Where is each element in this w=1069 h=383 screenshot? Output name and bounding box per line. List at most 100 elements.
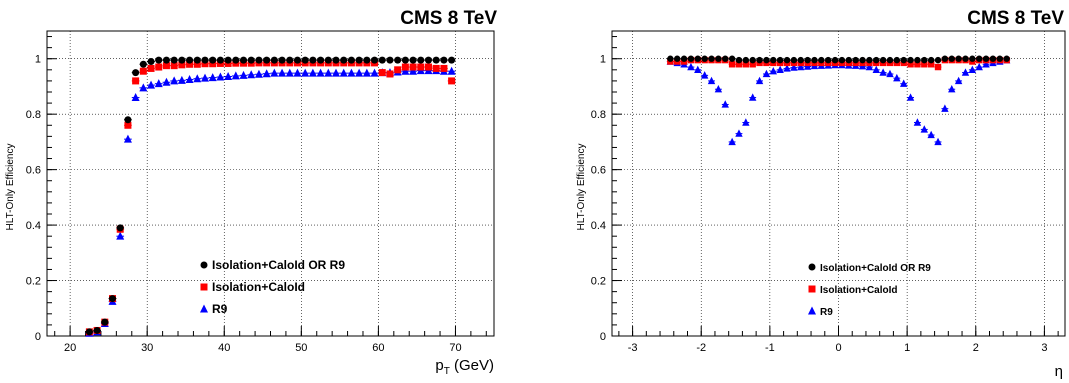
legend-label: Isolation+CaloId OR R9 — [212, 258, 345, 272]
data-point — [440, 56, 448, 64]
data-point — [790, 56, 798, 64]
data-point — [749, 56, 756, 64]
data-point — [968, 65, 977, 74]
data-point — [447, 66, 456, 75]
data-point — [667, 55, 674, 62]
data-point — [124, 116, 132, 124]
data-point — [934, 56, 942, 64]
data-point — [247, 56, 255, 64]
data-point — [424, 63, 432, 71]
data-point — [177, 75, 186, 84]
data-point — [989, 55, 997, 62]
data-point — [224, 71, 233, 80]
legend-marker — [808, 263, 816, 271]
data-point — [955, 55, 962, 62]
data-point — [721, 100, 729, 108]
data-point — [934, 63, 942, 71]
data-point — [982, 55, 990, 62]
x-tick-label: 0 — [835, 342, 841, 354]
data-point — [900, 79, 908, 87]
data-point — [232, 56, 240, 64]
data-point — [424, 56, 432, 64]
data-point — [448, 77, 456, 85]
data-point — [728, 137, 736, 146]
data-point — [927, 56, 935, 64]
data-point — [790, 63, 798, 71]
data-point — [886, 69, 894, 78]
data-point — [224, 56, 232, 64]
data-point — [879, 68, 887, 76]
data-point — [969, 55, 976, 62]
data-point — [185, 75, 194, 84]
legend-label: Isolation+CaloId OR R9 — [820, 263, 931, 274]
data-point — [401, 56, 409, 64]
data-point — [913, 118, 922, 126]
data-point — [170, 62, 178, 70]
x-tick-label: 30 — [141, 342, 153, 354]
data-point — [432, 56, 440, 64]
data-point — [201, 56, 209, 64]
data-point — [948, 85, 956, 93]
cms-header-left: CMS 8 TeV — [400, 8, 497, 29]
data-point — [907, 61, 914, 68]
data-point — [355, 56, 363, 64]
data-point — [797, 62, 805, 71]
data-point — [209, 56, 217, 64]
data-point — [770, 56, 777, 64]
data-point — [432, 64, 440, 72]
axes: 0 0.2 0.4 0.6 0.8 1 20 30 40 50 60 70 — [26, 30, 495, 354]
data-point — [818, 56, 825, 64]
data-point — [722, 55, 729, 62]
data-point — [811, 56, 818, 64]
data-point — [920, 125, 928, 133]
data-point — [147, 64, 155, 72]
x-tick-label: 50 — [295, 342, 307, 354]
data-point — [982, 60, 990, 68]
data-point — [401, 66, 410, 75]
data-point — [201, 60, 209, 68]
series-0 — [666, 55, 1011, 64]
data-point — [208, 73, 217, 82]
data-point — [162, 56, 170, 64]
data-point — [927, 61, 935, 68]
data-point — [941, 55, 949, 62]
data-point — [293, 68, 302, 77]
data-point — [976, 55, 983, 62]
data-point — [783, 64, 791, 72]
data-point — [762, 69, 771, 78]
legend-label: Isolation+CaloId — [212, 280, 305, 294]
data-point — [270, 68, 279, 77]
data-point — [687, 55, 695, 62]
data-point — [687, 62, 695, 71]
data-point — [139, 60, 147, 68]
data-point — [700, 71, 709, 79]
data-point — [873, 56, 880, 64]
data-point — [308, 68, 317, 77]
data-point — [370, 68, 379, 77]
data-point — [914, 61, 921, 68]
data-point — [170, 56, 178, 64]
data-point — [301, 56, 309, 64]
data-point — [804, 56, 811, 64]
data-point — [262, 69, 271, 78]
data-point — [193, 60, 201, 68]
data-point — [927, 130, 935, 139]
x-tick-label: 1 — [904, 342, 910, 354]
x-tick-label: 3 — [1041, 342, 1047, 354]
data-point — [749, 93, 757, 101]
data-point — [886, 56, 894, 64]
data-point — [378, 69, 386, 77]
data-point — [332, 68, 341, 77]
data-point — [255, 56, 263, 64]
data-point — [363, 56, 371, 64]
data-point — [893, 73, 901, 82]
data-point — [116, 231, 125, 240]
data-point — [921, 61, 928, 68]
data-point — [131, 93, 140, 102]
data-point — [769, 67, 777, 75]
data-point — [270, 56, 278, 64]
data-point — [286, 56, 294, 64]
legend-label: Isolation+CaloId — [820, 285, 898, 296]
data-point — [859, 56, 866, 64]
legend-label: R9 — [212, 302, 228, 316]
